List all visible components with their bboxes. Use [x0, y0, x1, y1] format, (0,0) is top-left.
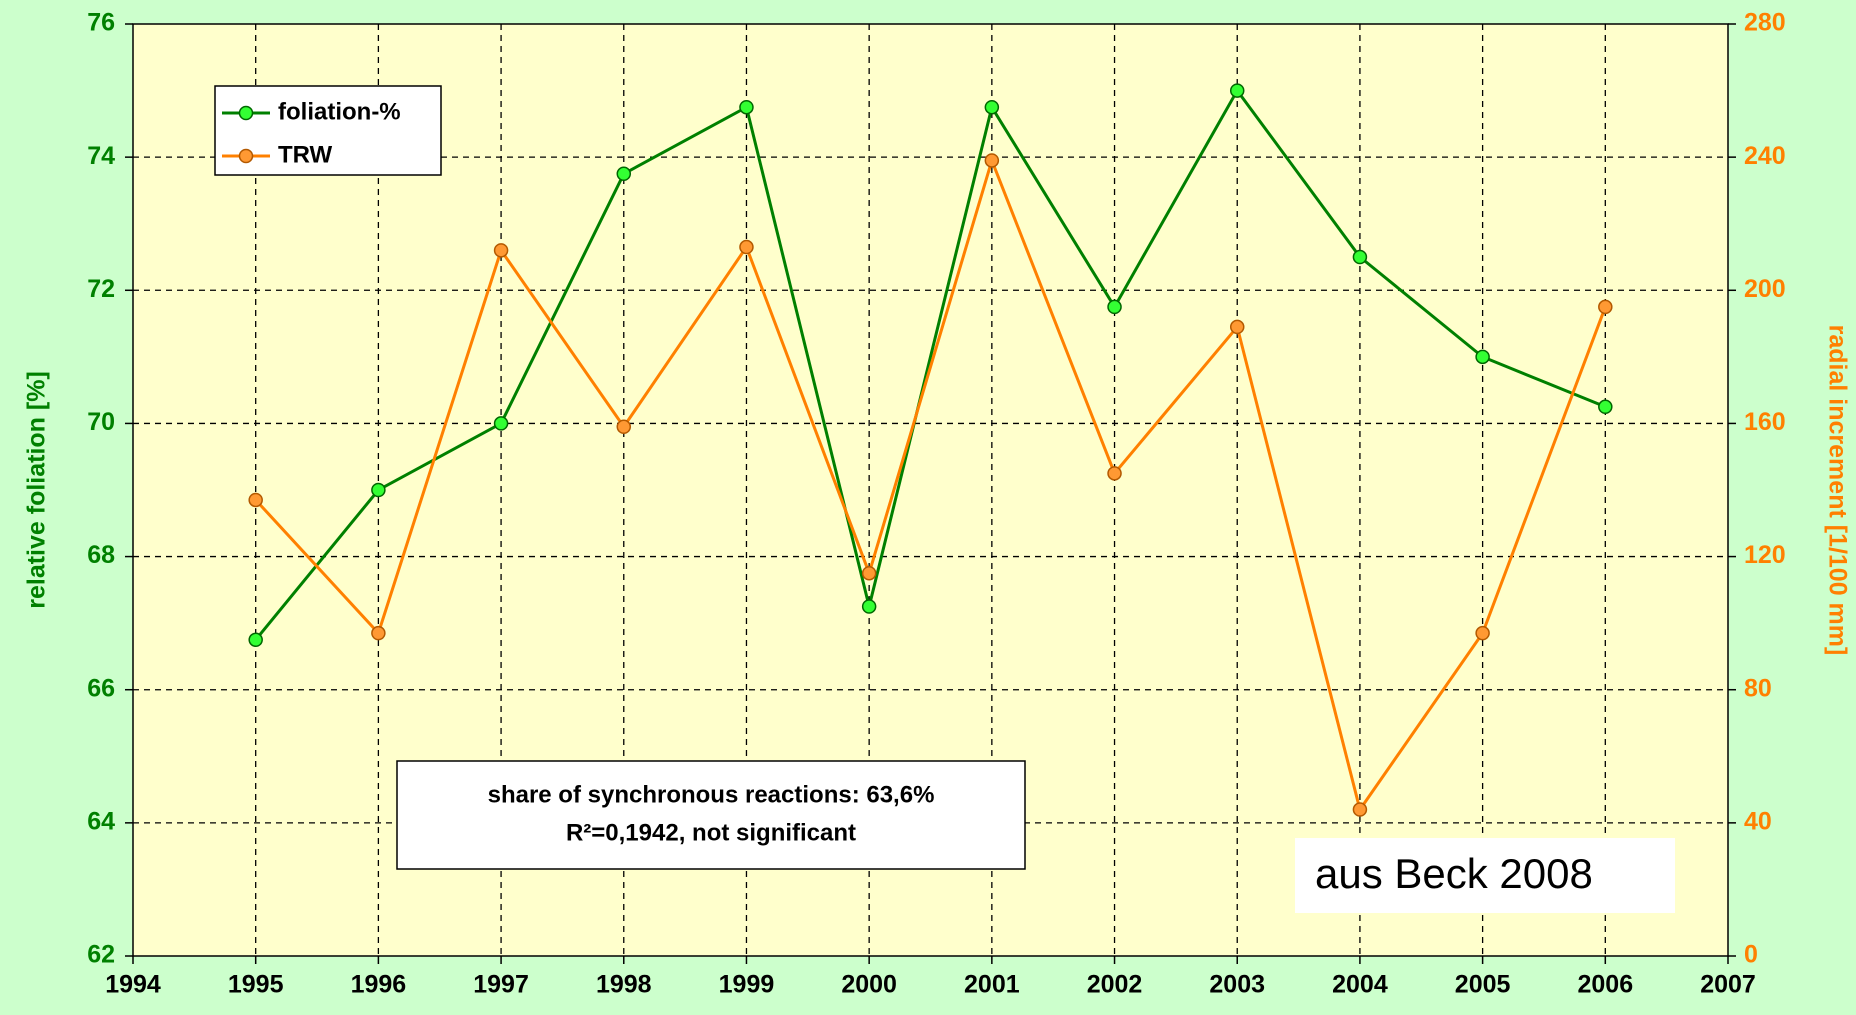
y-tick-label: 62: [87, 941, 115, 969]
x-tick-label: 1998: [596, 971, 652, 999]
x-tick-label: 1994: [105, 971, 161, 999]
series-line: [254, 87, 1606, 641]
legend-box: [214, 85, 442, 176]
y2-tick-label: 0: [1744, 941, 1758, 969]
data-point: [1598, 299, 1613, 315]
legend-label: foliation-%: [278, 98, 401, 125]
x-tick-label: 1999: [719, 971, 775, 999]
data-point: [739, 99, 754, 115]
y2-tick-label: 280: [1744, 9, 1786, 37]
data-point: [1229, 319, 1245, 335]
legend: foliation-% TRW: [214, 85, 442, 176]
data-point: [371, 482, 386, 498]
y-axis-label: relative foliation [%]: [23, 371, 51, 609]
data-point: [1229, 83, 1245, 98]
data-point: [1598, 399, 1613, 415]
x-tick-label: 2006: [1577, 971, 1633, 999]
data-point: [371, 625, 386, 641]
y-tick-label: 72: [87, 275, 115, 303]
data-point: [984, 153, 1000, 168]
series-line: [254, 155, 1607, 814]
x-tick-label: 2000: [841, 971, 897, 999]
y2-tick-label: 80: [1744, 674, 1772, 702]
data-point: [493, 416, 509, 431]
y-tick-label: 66: [87, 674, 115, 702]
data-point: [493, 243, 509, 258]
y2-axis-label: radial increment [1/100 mm]: [1823, 325, 1851, 656]
data-point: [616, 419, 632, 435]
annotation-text: share of synchronous reactions: 63,6%: [488, 781, 935, 808]
y2-tick-label: 240: [1744, 142, 1786, 170]
data-point: [248, 632, 263, 648]
annotation-box: [396, 760, 1026, 870]
y-tick-label: 70: [87, 408, 115, 436]
data-point: [1475, 349, 1490, 365]
data-point: [861, 599, 877, 614]
y-tick-label: 68: [87, 541, 115, 569]
x-tick-label: 2001: [964, 971, 1020, 999]
y2-tick-label: 200: [1744, 275, 1786, 303]
y2-tick-label: 120: [1744, 541, 1786, 569]
y2-tick-label: 160: [1744, 408, 1786, 436]
data-point: [616, 166, 632, 182]
data-point: [984, 99, 1000, 115]
x-tick-label: 2005: [1455, 971, 1511, 999]
plot-frame: [132, 23, 1729, 957]
x-tick-label: 1997: [473, 971, 529, 999]
source-box: [1295, 838, 1675, 913]
x-tick-label: 1995: [228, 971, 284, 999]
data-point: [1475, 625, 1490, 641]
y2-tick-label: 40: [1744, 807, 1772, 835]
legend-marker: [238, 148, 254, 164]
legend-label: TRW: [278, 141, 333, 168]
y-tick-label: 76: [87, 9, 115, 37]
annotation-text: R²=0,1942, not significant: [566, 819, 856, 846]
data-point: [1352, 249, 1368, 265]
x-tick-label: 2007: [1700, 971, 1756, 999]
x-tick-label: 2004: [1332, 971, 1388, 999]
data-point: [1107, 299, 1122, 315]
x-tick-label: 2002: [1087, 971, 1143, 999]
data-point: [248, 492, 263, 508]
data-point: [1107, 466, 1122, 481]
data-point: [739, 239, 754, 255]
y-tick-label: 74: [87, 142, 115, 170]
legend-marker: [238, 105, 254, 121]
x-tick-label: 1996: [351, 971, 407, 999]
data-point: [861, 565, 877, 581]
data-point: [1352, 802, 1368, 817]
source-text: aus Beck 2008: [1315, 850, 1593, 897]
y-tick-label: 64: [87, 807, 115, 835]
x-tick-label: 2003: [1209, 971, 1265, 999]
